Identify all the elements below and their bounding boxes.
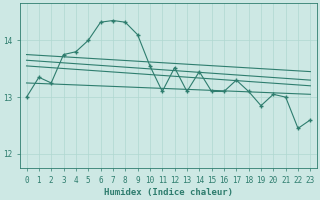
X-axis label: Humidex (Indice chaleur): Humidex (Indice chaleur) (104, 188, 233, 197)
